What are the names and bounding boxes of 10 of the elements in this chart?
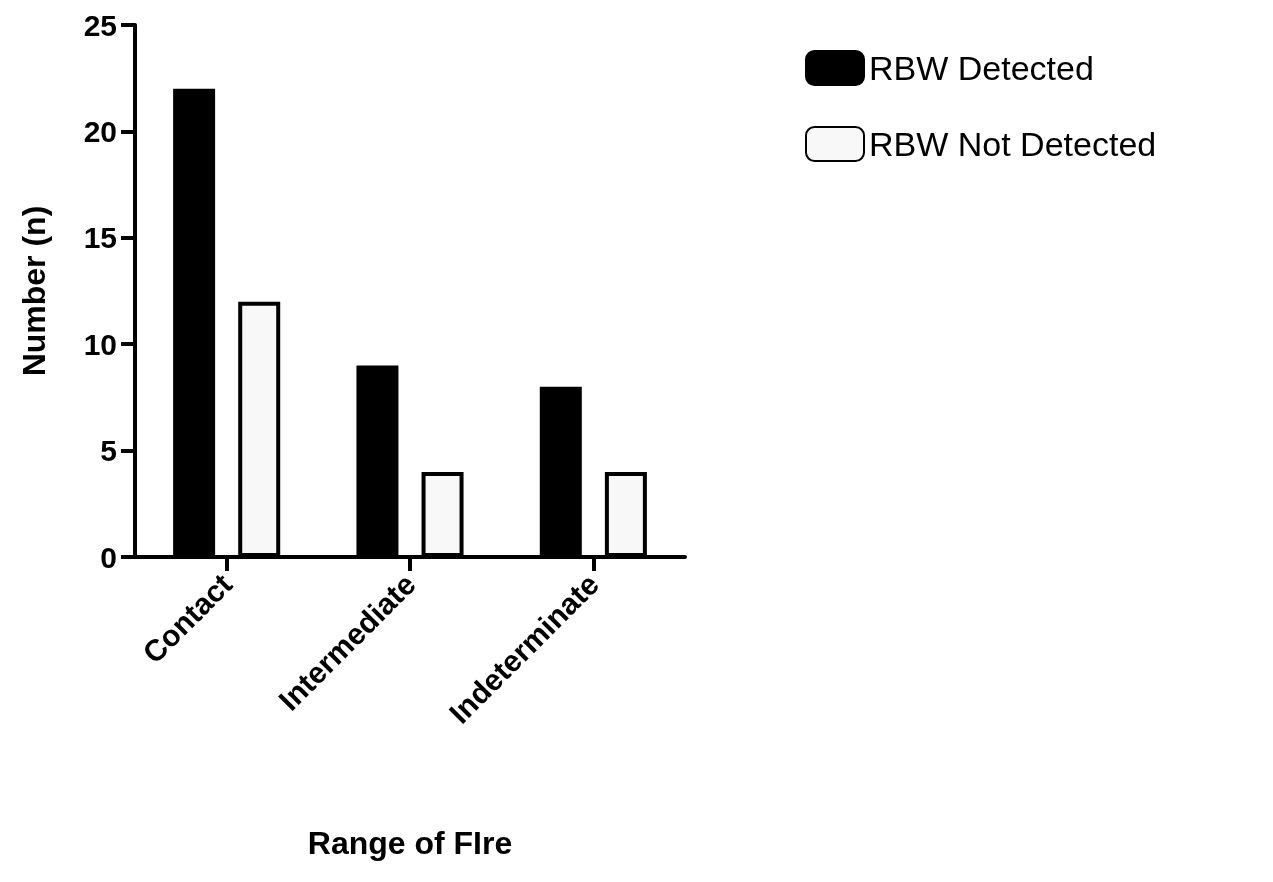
legend-label: RBW Not Detected: [869, 125, 1157, 163]
y-tick-label: 5: [100, 434, 117, 468]
y-tick-label: 15: [83, 221, 117, 255]
y-tick-label: 10: [83, 327, 117, 361]
y-tick-label: 0: [100, 540, 117, 574]
y-tick-label: 25: [83, 8, 117, 42]
x-axis-title: Range of FIre: [307, 825, 513, 861]
y-axis-title: Number (n): [16, 205, 52, 377]
legend-label: RBW Detected: [869, 49, 1094, 87]
y-tick-label: 20: [83, 114, 117, 148]
